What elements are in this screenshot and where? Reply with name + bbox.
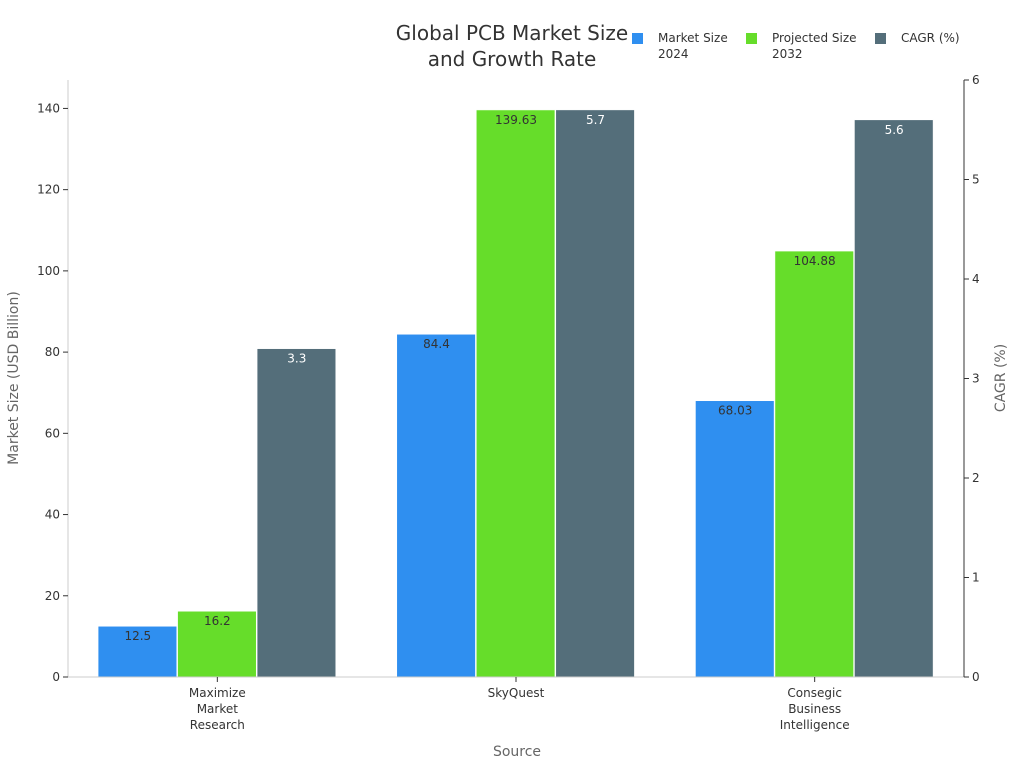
y2-tick-label: 4 <box>972 272 980 286</box>
y-tick-label: 60 <box>45 426 60 440</box>
chart-title: Global PCB Market Size and Growth Rate <box>396 21 628 71</box>
x-tick-label: Consegic Business Intelligence <box>780 686 850 732</box>
y-tick-label: 140 <box>37 101 60 115</box>
legend-label: Projected Size 2032 <box>772 31 857 61</box>
bar-value-label: 5.7 <box>586 113 605 127</box>
bar-value-label: 139.63 <box>495 113 537 127</box>
bar <box>854 119 934 678</box>
y2-tick-label: 3 <box>972 372 980 386</box>
bar-labels-layer: 12.5 84.4 68.03 16.2 139.63 104.88 3.3 5.7 5.6 <box>124 113 903 643</box>
y-tick-label: 80 <box>45 345 60 359</box>
legend-swatch <box>746 33 757 44</box>
bar <box>774 250 854 678</box>
y-tick-label: 100 <box>37 264 60 278</box>
legend-swatch <box>875 33 886 44</box>
y-tick-label: 40 <box>45 508 60 522</box>
bar-value-label: 16.2 <box>204 614 231 628</box>
bar <box>555 109 635 678</box>
axes-layer: 0 20 40 60 80 100 120 140 0 1 2 3 4 5 6 Maximize Market R… <box>37 73 980 732</box>
y2-tick-label: 5 <box>972 173 980 187</box>
bar-value-label: 84.4 <box>423 337 450 351</box>
y2-tick-label: 1 <box>972 571 980 585</box>
y-tick-label: 20 <box>45 589 60 603</box>
y-tick-label: 0 <box>52 670 60 684</box>
bar <box>695 400 775 678</box>
bar-value-label: 5.6 <box>885 123 904 137</box>
legend-label: Market Size 2024 <box>658 31 728 61</box>
bar-value-label: 3.3 <box>287 352 306 366</box>
bar <box>97 625 178 678</box>
y2-tick-label: 0 <box>972 670 980 684</box>
legend: Market Size 2024 Projected Size 2032 CAGR (%… <box>632 31 960 61</box>
bar-value-label: 104.88 <box>794 254 836 268</box>
bar <box>256 348 337 678</box>
bars-layer <box>97 109 934 678</box>
bar <box>177 610 257 678</box>
bar-value-label: 12.5 <box>124 629 151 643</box>
x-axis-title: Source <box>493 744 541 760</box>
y2-axis-title: CAGR (%) <box>993 344 1009 412</box>
legend-label: CAGR (%) <box>901 31 960 45</box>
y2-tick-label: 6 <box>972 73 980 87</box>
y-tick-label: 120 <box>37 183 60 197</box>
x-tick-label: SkyQuest <box>488 686 545 700</box>
bar <box>396 333 476 678</box>
y-axis-title: Market Size (USD Billion) <box>6 291 22 465</box>
bar <box>475 109 556 678</box>
bar-value-label: 68.03 <box>718 404 752 418</box>
y2-tick-label: 2 <box>972 471 980 485</box>
legend-swatch <box>632 33 643 44</box>
x-tick-label: Maximize Market Research <box>189 686 246 732</box>
